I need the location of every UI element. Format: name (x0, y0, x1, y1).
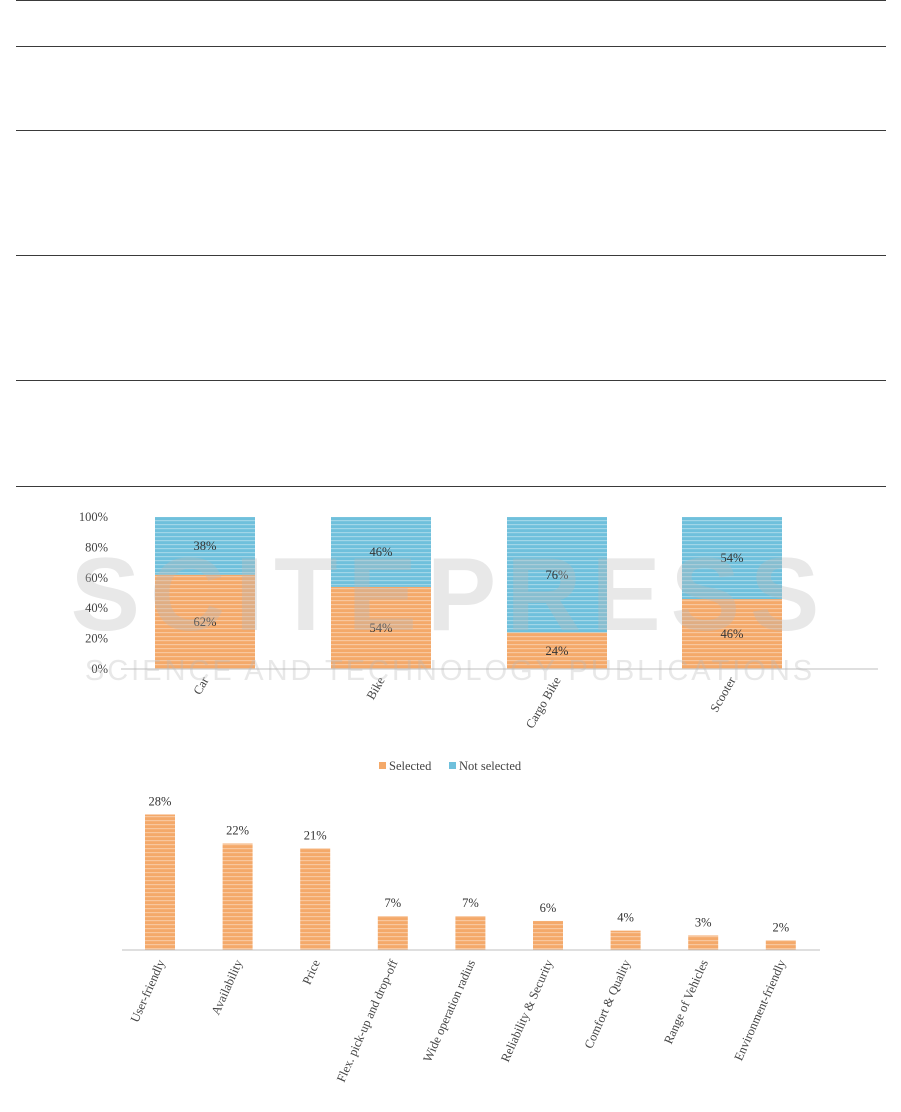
y-tick-label: 60% (85, 571, 108, 585)
x-tick-label: Price (300, 957, 323, 987)
bar (765, 940, 796, 950)
y-tick-label: 100% (79, 510, 108, 524)
data-label: 28% (149, 794, 172, 808)
x-tick-label: Flex. pick-up and drop-off (334, 957, 401, 1084)
data-label: 24% (546, 644, 569, 658)
data-label: 7% (384, 896, 401, 910)
legend-label-selected: Selected (389, 759, 432, 773)
data-label: 4% (617, 911, 634, 925)
data-label: 54% (370, 621, 393, 635)
data-label: 21% (304, 828, 327, 842)
table-rule (16, 255, 886, 256)
table-rule (16, 486, 886, 487)
x-tick-label: Comfort & Quality (582, 957, 634, 1051)
bar (688, 935, 719, 950)
legend-label-not-selected: Not selected (459, 759, 522, 773)
table-rule (16, 130, 886, 131)
data-label: 54% (721, 551, 744, 565)
bar (533, 920, 563, 950)
x-tick-label: Availability (209, 957, 246, 1017)
bar (455, 916, 486, 950)
bar (377, 916, 408, 950)
y-tick-label: 0% (91, 662, 108, 676)
bar-selected (331, 586, 431, 669)
bar (145, 814, 175, 950)
x-tick-label: Wide operation radius (420, 957, 478, 1064)
data-label: 7% (462, 896, 479, 910)
x-tick-label: Range of Vehicles (661, 957, 711, 1046)
data-label: 76% (546, 568, 569, 582)
x-tick-label: User-friendly (128, 957, 168, 1025)
bar-selected (155, 574, 255, 669)
stacked-bar-chart: 0%20%40%60%80%100%62%38%Car54%46%Bike24%… (79, 510, 878, 773)
data-label: 38% (194, 539, 217, 553)
data-label: 22% (226, 824, 249, 838)
bar-not-selected (155, 517, 255, 575)
data-label: 46% (721, 627, 744, 641)
y-tick-label: 80% (85, 540, 108, 554)
bar-not-selected (507, 517, 607, 633)
table-rule (16, 0, 886, 1)
bar (222, 843, 253, 950)
table-rule (16, 380, 886, 381)
data-label: 6% (540, 901, 557, 915)
data-label: 46% (370, 545, 393, 559)
y-tick-label: 20% (85, 632, 108, 646)
data-label: 62% (194, 615, 217, 629)
y-tick-label: 40% (85, 601, 108, 615)
x-tick-label: Environment-friendly (731, 957, 788, 1063)
legend-swatch-not-selected (449, 762, 456, 769)
data-label: 3% (695, 915, 712, 929)
bar-not-selected (682, 517, 782, 600)
bar-selected (682, 599, 782, 669)
bar (610, 930, 641, 950)
legend-swatch-selected (379, 762, 386, 769)
x-tick-label: Reliability & Security (498, 957, 556, 1064)
bar-selected (507, 632, 607, 669)
table-rule (16, 46, 886, 47)
data-label: 2% (772, 920, 789, 934)
bar-not-selected (331, 517, 431, 587)
bar (300, 848, 331, 950)
